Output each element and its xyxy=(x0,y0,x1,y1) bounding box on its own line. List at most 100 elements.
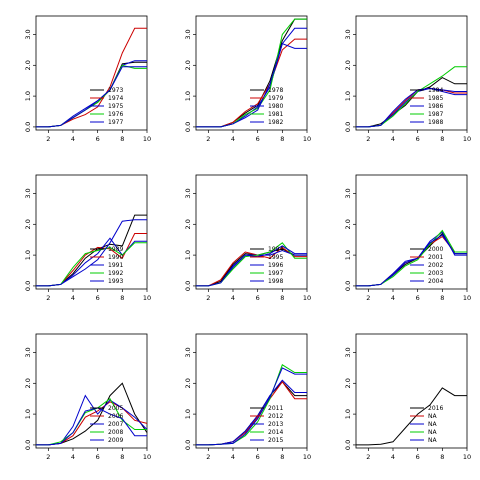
legend-label: NA xyxy=(428,421,437,428)
y-tick-label: 1.0 xyxy=(24,91,32,101)
y-tick-label: 2.0 xyxy=(344,378,352,388)
plot-frame xyxy=(355,174,468,290)
y-tick-label: 2.0 xyxy=(24,378,32,388)
y-tick-label: 2.0 xyxy=(184,219,192,229)
y-tick-label: 1.0 xyxy=(184,250,192,260)
y-tick-label: 0.0 xyxy=(184,122,192,132)
y-tick-label: 2.0 xyxy=(184,378,192,388)
y-tick-label: 0.0 xyxy=(344,281,352,291)
plot-frame xyxy=(195,333,308,449)
legend-label: 2001 xyxy=(428,254,443,261)
x-tick-label: 10 xyxy=(303,294,311,302)
x-tick-label: 8 xyxy=(120,135,124,143)
x-tick-label: 2 xyxy=(366,294,370,302)
y-tick-label: 2.0 xyxy=(344,219,352,229)
legend-label: 2015 xyxy=(268,437,283,444)
x-tick-label: 8 xyxy=(280,453,284,461)
y-tick-label: 3.0 xyxy=(184,347,192,357)
legend-label: 1986 xyxy=(428,103,443,110)
y-tick-label: 3.0 xyxy=(184,29,192,39)
legend-label: 2008 xyxy=(108,429,123,436)
x-tick-label: 8 xyxy=(440,294,444,302)
legend-label: 1992 xyxy=(108,270,123,277)
x-tick-label: 8 xyxy=(440,135,444,143)
legend-label: 2006 xyxy=(108,413,123,420)
y-tick-label: 1.0 xyxy=(344,409,352,419)
y-tick-label: 0.0 xyxy=(24,281,32,291)
x-tick-label: 2 xyxy=(206,294,210,302)
x-tick-label: 4 xyxy=(71,453,75,461)
legend-label: 2014 xyxy=(268,429,283,436)
x-tick-label: 4 xyxy=(391,294,395,302)
y-tick-label: 2.0 xyxy=(184,60,192,70)
legend-label: 2009 xyxy=(108,437,123,444)
legend-label: 1981 xyxy=(268,111,283,118)
x-tick-label: 6 xyxy=(416,135,420,143)
legend-label: 1976 xyxy=(108,111,123,118)
series-line-2015 xyxy=(196,367,307,446)
series-line-1981 xyxy=(196,18,307,128)
x-tick-label: 10 xyxy=(143,294,151,302)
legend-label: 2005 xyxy=(108,405,123,412)
legend-label: 1984 xyxy=(428,87,443,94)
x-tick-label: 10 xyxy=(143,453,151,461)
legend-label: 1993 xyxy=(108,278,123,285)
legend-label: 1988 xyxy=(428,119,443,126)
legend-label: 1982 xyxy=(268,119,283,126)
series-line-2002 xyxy=(356,231,467,287)
y-tick-label: 3.0 xyxy=(344,188,352,198)
legend-label: 1977 xyxy=(108,119,123,126)
x-tick-label: 8 xyxy=(120,294,124,302)
x-tick-label: 4 xyxy=(231,135,235,143)
x-tick-label: 8 xyxy=(280,135,284,143)
legend-label: 1985 xyxy=(428,95,443,102)
series-line-2013 xyxy=(196,379,307,446)
plot-frame xyxy=(355,333,468,449)
x-tick-label: 2 xyxy=(46,294,50,302)
x-tick-label: 2 xyxy=(366,453,370,461)
x-tick-label: 4 xyxy=(391,453,395,461)
legend-label: 2011 xyxy=(268,405,283,412)
x-tick-label: 10 xyxy=(463,135,471,143)
legend-label: 1997 xyxy=(268,270,283,277)
x-tick-label: 10 xyxy=(143,135,151,143)
x-tick-label: 4 xyxy=(71,294,75,302)
legend-label: 2002 xyxy=(428,262,443,269)
series-line-2003 xyxy=(356,229,467,287)
series-line-1998 xyxy=(196,245,307,287)
series-line-1975 xyxy=(36,60,147,128)
y-tick-label: 1.0 xyxy=(24,250,32,260)
y-tick-label: 0.0 xyxy=(24,440,32,450)
series-line-1994 xyxy=(196,248,307,287)
legend-label: 1998 xyxy=(268,278,283,285)
x-tick-label: 4 xyxy=(231,294,235,302)
legend-label: 2000 xyxy=(428,246,443,253)
y-tick-label: 2.0 xyxy=(24,60,32,70)
legend-label: 1989 xyxy=(108,246,123,253)
y-tick-label: 0.0 xyxy=(184,440,192,450)
plot-frame xyxy=(195,15,308,131)
series-line-2014 xyxy=(196,364,307,446)
legend-label: 1990 xyxy=(108,254,123,261)
series-line-1977 xyxy=(36,66,147,128)
legend-label: 1975 xyxy=(108,103,123,110)
series-line-1973 xyxy=(36,61,147,128)
y-tick-label: 1.0 xyxy=(184,91,192,101)
y-tick-label: 0.0 xyxy=(344,440,352,450)
x-tick-label: 10 xyxy=(303,135,311,143)
legend-label: 1996 xyxy=(268,262,283,269)
y-tick-label: 1.0 xyxy=(344,91,352,101)
x-tick-label: 6 xyxy=(256,453,260,461)
series-line-1991 xyxy=(36,237,147,287)
y-tick-label: 3.0 xyxy=(24,29,32,39)
x-tick-label: 10 xyxy=(463,453,471,461)
x-tick-label: 8 xyxy=(440,453,444,461)
series-line-1990 xyxy=(36,233,147,287)
legend-label: 1987 xyxy=(428,111,443,118)
y-tick-label: 0.0 xyxy=(344,122,352,132)
plot-frame xyxy=(35,15,148,131)
